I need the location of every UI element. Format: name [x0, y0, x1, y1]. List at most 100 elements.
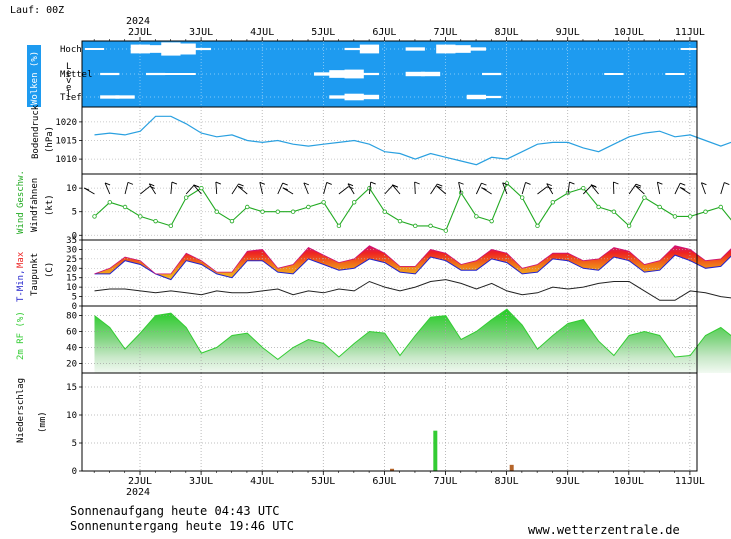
pressure-ylabel: Bodendruck — [31, 104, 41, 159]
wind-barb-feather — [347, 183, 354, 187]
wind-barb — [475, 182, 482, 195]
wind-barb-feather — [282, 187, 288, 191]
wind-speed-point — [581, 185, 586, 191]
top-day-label: 5JUL — [311, 27, 335, 38]
y-tick-label: 10 — [66, 283, 77, 293]
wind-speed-point — [199, 185, 204, 191]
temperature-ylabel-max: Max — [16, 251, 26, 268]
wind-speed-point — [107, 200, 112, 205]
wind-barb-feather — [215, 181, 222, 185]
top-day-label: 4JUL — [250, 27, 274, 38]
wind-speed-point — [290, 209, 296, 214]
pressure-line — [94, 115, 731, 166]
wind-barb-feather — [458, 181, 464, 185]
cloud-cover-mittel — [100, 72, 120, 76]
y-tick-label: 15 — [66, 383, 77, 393]
bottom-day-label: 4JUL — [250, 476, 274, 487]
wind-barb-feather — [303, 182, 310, 186]
wind-barb — [590, 184, 599, 195]
wind-barb-feather — [149, 183, 155, 187]
top-day-axis: 2JUL 3JUL 4JUL 5JUL 6JUL 7JUL 8JUL 9JUL 10JUL 11J… — [93, 27, 705, 41]
y-tick-label: 1010 — [55, 155, 77, 165]
cloud-cover-tief — [466, 94, 487, 100]
bottom-day-label: 7JUL — [433, 476, 457, 487]
precipitation-unit: (mm) — [38, 411, 48, 433]
wind-barb — [430, 183, 438, 195]
wind-speed-point — [611, 209, 617, 214]
y-tick-label: 20 — [66, 359, 77, 369]
y-tick-label: 1015 — [55, 137, 77, 147]
bottom-day-label: 10JUL — [614, 476, 644, 487]
wind-speed-point — [122, 204, 128, 210]
wind-barb — [148, 183, 156, 195]
wind-barb-feather — [680, 182, 686, 186]
wind-barb — [104, 182, 111, 195]
top-day-label: 11JUL — [675, 27, 705, 38]
bottom-day-label: 2JUL — [128, 476, 152, 487]
temperature-bg — [82, 240, 697, 306]
wind-ylabel-speed: Wind — [16, 212, 26, 234]
wind-speed-point — [672, 214, 678, 219]
wind-speed-point — [367, 185, 372, 191]
wind-speed-point — [428, 223, 433, 229]
wind-barb-feather — [701, 182, 707, 186]
wind-speed-point — [397, 218, 403, 224]
wind-speed-point — [260, 209, 265, 214]
wind-barb-feather — [238, 183, 244, 187]
level-letter: l — [66, 90, 71, 100]
wind-speed-point — [321, 200, 326, 205]
level-letter: e — [66, 69, 71, 79]
precipitation-frame — [81, 372, 698, 472]
top-day-label: 8JUL — [495, 27, 519, 38]
wind-speed-point — [626, 223, 632, 229]
top-day-label: 2JUL — [128, 27, 152, 38]
wind-barb — [700, 182, 706, 195]
cloud-cover-mittel — [604, 73, 624, 75]
wind-ylabel-gust: Geschw. — [16, 170, 26, 208]
y-tick-label: 30 — [66, 245, 77, 255]
wind-barb — [237, 185, 248, 195]
wind-speed-point — [657, 204, 662, 210]
wind-barb — [338, 186, 349, 195]
wind-barb-feather — [370, 181, 376, 185]
wind-speed-point — [168, 223, 174, 229]
cloud-cover-mittel — [145, 72, 166, 76]
cloud-cover-mittel — [359, 72, 380, 76]
sunset-text: Sonnenuntergang heute 19:46 UTC — [70, 519, 294, 533]
wind-speed-point — [229, 218, 235, 224]
wind-speed-point — [351, 200, 357, 205]
y-tick-label: 0 — [72, 302, 77, 312]
wind-barb-feather — [104, 182, 111, 186]
wind-speed-point — [138, 214, 143, 219]
cloud-cover-hoch — [405, 47, 425, 51]
level-letter: v — [66, 76, 71, 86]
wind-barb-feather — [635, 185, 641, 189]
wind-barb-feather — [613, 181, 619, 185]
wind-barb — [628, 183, 637, 195]
top-day-label: 9JUL — [556, 27, 580, 38]
wind-barb-feather — [635, 183, 642, 187]
wind-barb-feather — [437, 183, 443, 187]
wind-barb — [414, 181, 416, 195]
y-tick-label: 20 — [66, 264, 77, 274]
wind-barb — [215, 181, 218, 195]
wind-speed-point — [153, 218, 158, 224]
wind-barb — [124, 182, 129, 195]
wind-barb — [720, 182, 725, 195]
wind-barb-feather — [237, 185, 244, 189]
wind-barb-feather — [171, 181, 178, 185]
wind-barb — [231, 183, 239, 195]
y-tick-label: 60 — [66, 328, 77, 338]
wind-speed-point — [214, 209, 219, 214]
wind-ylabel-vanes: Windfahnen — [30, 178, 40, 232]
wind-barb-feather — [590, 184, 597, 188]
wind-speed-point — [520, 195, 525, 200]
y-tick-label: 15 — [66, 274, 77, 284]
cloud-ylabel: Wolken (%) — [30, 51, 40, 105]
wind-barb — [170, 182, 173, 195]
cloud-level-label-hoch: Hoch — [60, 45, 82, 55]
wind-barb-feather — [326, 181, 332, 185]
y-tick-label: 0 — [72, 467, 77, 477]
wind-speed-point — [382, 209, 387, 214]
